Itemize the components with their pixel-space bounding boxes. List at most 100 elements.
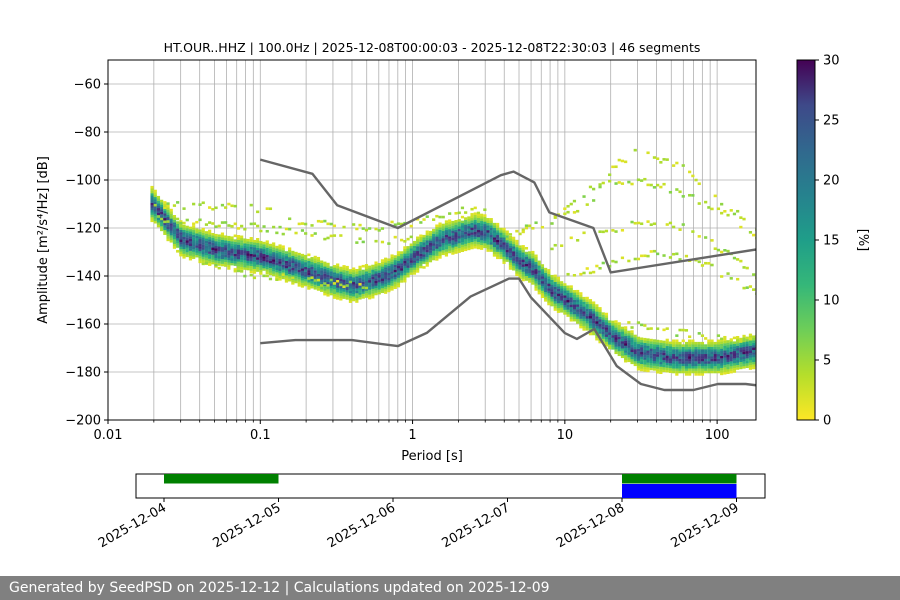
heatmap-cell <box>163 229 167 233</box>
heatmap-cell <box>729 351 733 355</box>
heatmap-cell <box>630 344 634 348</box>
heatmap-cell <box>240 264 244 267</box>
heatmap-cell <box>393 269 397 273</box>
heatmap-cell <box>729 338 733 341</box>
heatmap-cell <box>208 263 212 266</box>
heatmap-cell <box>339 273 343 277</box>
heatmap-cell <box>342 265 346 268</box>
heatmap-cell <box>412 267 417 270</box>
heatmap-cell <box>243 257 247 261</box>
heatmap-cell <box>227 257 231 261</box>
heatmap-cell <box>396 263 401 266</box>
heatmap-cell <box>412 250 417 254</box>
heatmap-cell <box>630 326 634 329</box>
heatmap-cell <box>329 273 333 277</box>
heatmap-cell <box>451 247 455 250</box>
heatmap-cell <box>160 206 164 210</box>
heatmap-cell <box>230 224 234 228</box>
heatmap-cell <box>211 244 215 248</box>
heatmap-cell <box>326 277 330 280</box>
heatmap-cell <box>172 219 177 223</box>
heatmap-cell <box>361 286 365 289</box>
heatmap-cell <box>563 207 567 211</box>
heatmap-cell <box>438 222 442 226</box>
heatmap-cell <box>355 293 359 296</box>
heatmap-cell <box>240 266 244 270</box>
heatmap-cell <box>569 297 573 300</box>
heatmap-cell <box>572 306 577 310</box>
heatmap-cell <box>294 268 298 272</box>
heatmap-cell <box>195 240 199 244</box>
heatmap-cell <box>176 235 180 239</box>
heatmap-cell <box>499 227 503 231</box>
heatmap-cell <box>611 342 615 345</box>
heatmap-cell <box>284 270 289 274</box>
heatmap-cell <box>515 249 519 253</box>
heatmap-cell <box>240 224 244 228</box>
heatmap-cell <box>438 236 442 240</box>
heatmap-cell <box>476 225 481 228</box>
heatmap-cell <box>662 328 666 332</box>
heatmap-cell <box>614 165 618 169</box>
heatmap-cell <box>352 223 356 226</box>
heatmap-cell <box>611 325 615 329</box>
heatmap-cell <box>179 239 183 243</box>
heatmap-cell <box>246 248 250 252</box>
heatmap-cell <box>550 279 554 283</box>
heatmap-cell <box>515 263 519 267</box>
heatmap-cell <box>492 232 497 236</box>
heatmap-cell <box>220 256 225 260</box>
heatmap-cell <box>595 304 599 307</box>
heatmap-cell <box>617 158 621 162</box>
heatmap-cell <box>579 323 583 327</box>
timeline-tick-label: 2025-12-08 <box>554 500 627 551</box>
heatmap-cell <box>752 273 756 276</box>
heatmap-cell <box>214 250 218 254</box>
heatmap-cell <box>428 242 433 246</box>
heatmap-cell <box>400 277 404 281</box>
heatmap-cell <box>483 233 487 237</box>
heatmap-cell <box>435 253 439 256</box>
heatmap-cell <box>195 235 199 239</box>
heatmap-cell <box>512 243 516 247</box>
heatmap-cell <box>652 249 657 253</box>
heatmap-cell <box>409 272 413 275</box>
heatmap-cell <box>243 240 247 244</box>
heatmap-cell <box>256 210 260 214</box>
heatmap-cell <box>611 344 615 348</box>
heatmap-cell <box>521 249 525 253</box>
heatmap-cell <box>403 275 407 278</box>
heatmap-cell <box>723 340 727 344</box>
heatmap-cell <box>636 221 641 225</box>
heatmap-cell <box>505 242 509 246</box>
heatmap-cell <box>448 229 452 232</box>
heatmap-cell <box>310 278 314 282</box>
heatmap-cell <box>630 351 634 355</box>
heatmap-cell <box>272 251 276 255</box>
heatmap-cell <box>620 256 625 260</box>
heatmap-cell <box>540 288 545 291</box>
heatmap-cell <box>502 230 506 233</box>
heatmap-cell <box>662 362 666 365</box>
heatmap-cell <box>521 230 525 234</box>
heatmap-cell <box>643 366 647 370</box>
heatmap-cell <box>534 288 538 291</box>
heatmap-cell <box>633 148 637 152</box>
heatmap-cell <box>492 254 497 257</box>
heatmap-cell <box>697 260 701 264</box>
heatmap-cell <box>310 276 314 279</box>
heatmap-cell <box>208 246 212 250</box>
heatmap-cell <box>460 232 465 236</box>
heatmap-cell <box>243 267 247 270</box>
heatmap-cell <box>304 262 308 265</box>
heatmap-cell <box>704 363 708 367</box>
heatmap-cell <box>416 253 420 256</box>
heatmap-cell <box>649 250 653 253</box>
heatmap-cell <box>678 353 682 357</box>
heatmap-cell <box>483 245 487 249</box>
heatmap-cell <box>588 327 593 331</box>
heatmap-cell <box>208 251 212 254</box>
heatmap-cell <box>745 363 749 366</box>
heatmap-cell <box>265 271 269 275</box>
heatmap-cell <box>272 273 276 277</box>
